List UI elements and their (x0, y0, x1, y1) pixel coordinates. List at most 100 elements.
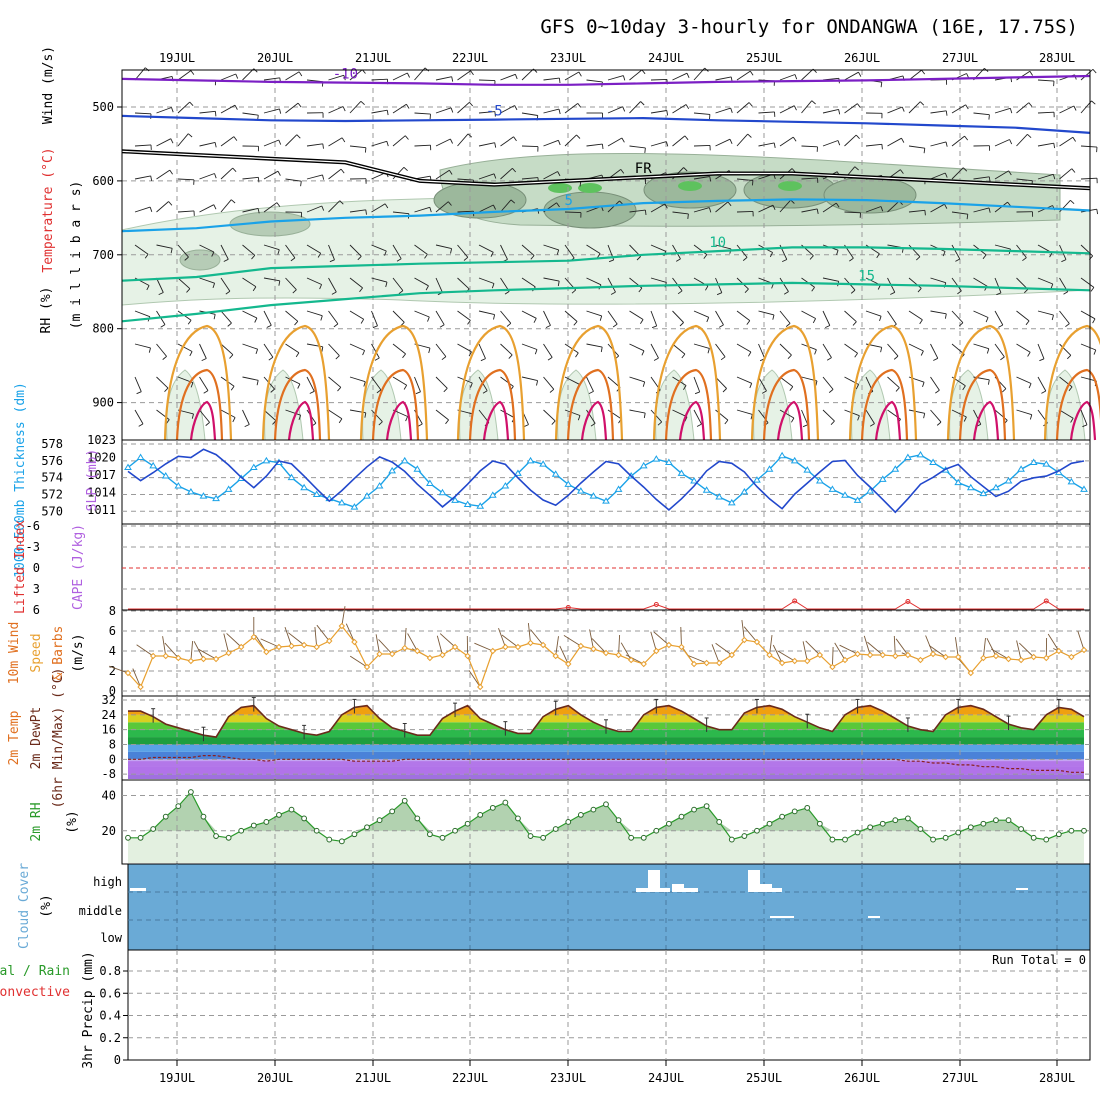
thickness-point (878, 475, 887, 482)
axis-label-2m-dewpt: 2m DewPt (29, 707, 44, 770)
wind-barb (184, 256, 189, 261)
wind-barb (865, 310, 882, 317)
wind-barb (149, 206, 153, 212)
wind-barb (867, 641, 884, 656)
wind-barb (758, 343, 766, 359)
thickness-point (212, 494, 220, 502)
wind-barb (822, 310, 831, 326)
rh-point (691, 806, 697, 813)
wind-barb (407, 633, 418, 652)
wind-barb (693, 376, 701, 393)
date-label-top: 25JUL (746, 51, 782, 65)
wind-barb (901, 106, 905, 112)
wind-barb (622, 75, 626, 81)
wind-barb (177, 343, 193, 352)
rh-point (842, 836, 848, 843)
wind-barb (564, 343, 579, 354)
wind-barb (306, 205, 322, 213)
wind-barb (521, 343, 538, 350)
slp-tick-label: 1023 (87, 433, 116, 447)
wind-barb (996, 292, 1002, 296)
temperature-contour-20 (554, 324, 624, 441)
temperature-band (128, 774, 1084, 779)
wind-speed-point (489, 647, 496, 655)
wind-barb (500, 376, 514, 387)
wind-barb (556, 202, 560, 208)
wind-barb (162, 356, 167, 360)
wind-barb (1080, 310, 1096, 320)
wind-barb (951, 104, 966, 114)
temperature-contour-25 (371, 368, 420, 441)
wind-barb (687, 655, 707, 664)
wind-barb (521, 376, 538, 382)
wind-speed-point (602, 649, 610, 657)
wind-barb (571, 289, 576, 294)
wind-barb (779, 310, 791, 324)
cape-series-line (128, 600, 1084, 610)
wind-barb (403, 166, 408, 172)
wind-barb (805, 640, 821, 656)
wind-speed-point (829, 663, 836, 671)
wind-barb (371, 140, 387, 147)
wind-barb (809, 255, 814, 260)
wind-barb (801, 310, 816, 319)
rh-point (816, 820, 823, 827)
rh-point (917, 826, 924, 832)
rh-point (439, 834, 446, 841)
rh-point (452, 827, 458, 834)
wind-barb (478, 204, 494, 213)
wind-barb (298, 71, 303, 77)
wind-barb (812, 318, 816, 324)
wind-barb (469, 102, 474, 107)
wind-barb (1037, 79, 1055, 82)
wind-barb (285, 102, 299, 114)
wind-barb (220, 199, 232, 213)
wind-barb (500, 167, 513, 180)
wind-barb (435, 201, 449, 213)
wind-speed-point (351, 638, 358, 646)
wind-barb (607, 106, 623, 114)
wind-barb (988, 114, 990, 120)
wind-barb (514, 105, 518, 111)
wind-barb (491, 283, 495, 289)
wind-barb (607, 409, 622, 420)
wind-barb (857, 415, 860, 421)
wind-speed-point (640, 660, 647, 668)
wind-barb (849, 257, 854, 262)
wind-barb (876, 253, 880, 259)
thickness-point (753, 476, 761, 483)
wind-barb (640, 319, 644, 324)
temperature-contour (121, 281, 1091, 323)
temperature-contour-30 (385, 400, 413, 441)
wind-barb (328, 106, 344, 114)
wind-speed-point (137, 683, 144, 691)
wind-speed-point (942, 653, 949, 661)
temp-tick-label: 24 (102, 708, 116, 722)
wind-barb (736, 244, 748, 258)
wind-barb (378, 639, 393, 655)
wind-barb (199, 173, 215, 180)
wind-barb (680, 626, 682, 648)
wind-barb (134, 244, 149, 255)
wind-barb (895, 638, 909, 656)
temperature-contour-30 (189, 400, 217, 441)
wind-barb (320, 315, 323, 321)
wind-barb (193, 641, 204, 660)
wind-barb (1027, 351, 1031, 357)
wind-barb (371, 310, 378, 326)
wind-barb (922, 382, 925, 388)
wind-barb (376, 389, 382, 394)
wind-barb (706, 317, 710, 323)
rh-point (515, 815, 521, 822)
date-axis-bottom: 19JUL 20JUL 21JUL 22JUL 23JUL 24JUL 25JUL 26JUL… (159, 1060, 1075, 1085)
wind-barb (551, 420, 556, 425)
wind-barb (863, 635, 871, 656)
wind-barb (1059, 310, 1070, 324)
wind-barb (650, 244, 666, 252)
wind-barb (811, 286, 815, 292)
wind-barb (1018, 642, 1034, 658)
wind-barb (575, 352, 579, 358)
rh-point (854, 829, 861, 836)
wind-barb (801, 68, 814, 81)
wind-barb (591, 638, 607, 654)
